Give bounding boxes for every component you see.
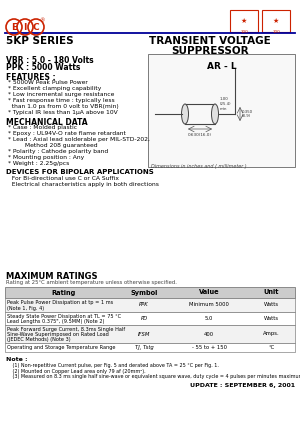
Text: Value: Value [199,289,219,295]
Text: Peak Pulse Power Dissipation at tp = 1 ms: Peak Pulse Power Dissipation at tp = 1 m… [7,300,113,305]
Text: 100: 100 [272,30,280,34]
Text: 5.0: 5.0 [205,316,213,321]
Text: Note :: Note : [6,357,28,362]
Bar [5,287,295,298]
Text: TJ, Tstg: TJ, Tstg [135,345,153,350]
Text: * Case : Molded plastic: * Case : Molded plastic [8,125,77,130]
Text: TRANSIENT VOLTAGE: TRANSIENT VOLTAGE [149,36,271,46]
Text: Watts: Watts [264,303,279,308]
Text: Unit: Unit [264,289,279,295]
Text: Dimensions in inches and ( millimeter ): Dimensions in inches and ( millimeter ) [151,164,247,169]
Text: Peak Forward Surge Current, 8.3ms Single Half: Peak Forward Surge Current, 8.3ms Single… [7,327,125,332]
Text: Rating at 25°C ambient temperature unless otherwise specified.: Rating at 25°C ambient temperature unles… [6,280,177,285]
Text: * Lead : Axial lead solderable per MIL-STD-202,: * Lead : Axial lead solderable per MIL-S… [8,137,150,142]
Bar [5,343,295,352]
Text: Electrical characteristics apply in both directions: Electrical characteristics apply in both… [8,182,159,187]
Text: FEATURES :: FEATURES : [6,73,56,82]
Text: (2) Mounted on Copper Lead area only 79 af (20mm²).: (2) Mounted on Copper Lead area only 79 … [8,368,145,374]
Text: C: C [33,23,39,31]
Text: Lead Lengths 0.375", (9.5MM) (Note 2): Lead Lengths 0.375", (9.5MM) (Note 2) [7,319,104,324]
Text: ®: ® [39,18,44,23]
Text: ★: ★ [241,18,247,24]
Text: Watts: Watts [264,316,279,321]
Text: * Fast response time : typically less: * Fast response time : typically less [8,98,115,103]
Text: MECHANICAL DATA: MECHANICAL DATA [6,118,88,127]
Text: * Typical IR less than 1μA above 10V: * Typical IR less than 1μA above 10V [8,110,118,115]
Text: 400: 400 [204,332,214,337]
Bar [5,298,295,312]
Bar [5,325,295,343]
Bar [148,54,295,167]
Text: (Note 1, Fig. 4): (Note 1, Fig. 4) [7,306,44,311]
Text: * Excellent clamping capability: * Excellent clamping capability [8,86,101,91]
Text: * Weight : 2.25g/pcs: * Weight : 2.25g/pcs [8,161,69,166]
Text: * Epoxy : UL94V-O rate flame retardant: * Epoxy : UL94V-O rate flame retardant [8,131,126,136]
Text: MAXIMUM RATINGS: MAXIMUM RATINGS [6,272,98,281]
Text: Method 208 guaranteed: Method 208 guaranteed [8,143,97,148]
Text: * 5000W Peak Pulse Power: * 5000W Peak Pulse Power [8,80,88,85]
Text: PPK : 5000 Watts: PPK : 5000 Watts [6,63,80,72]
Text: SUPPRESSOR: SUPPRESSOR [171,46,249,56]
Text: Minimum 5000: Minimum 5000 [189,303,229,308]
Text: than 1.0 ps from 0 volt to VBR(min): than 1.0 ps from 0 volt to VBR(min) [8,104,119,109]
Text: 5KP SERIES: 5KP SERIES [6,36,74,46]
Text: IFSM: IFSM [138,332,150,337]
Text: For Bi-directional use C or CA Suffix: For Bi-directional use C or CA Suffix [8,176,119,181]
Bar [262,10,290,32]
Text: Rating: Rating [52,289,76,295]
Text: * Low incremental surge resistance: * Low incremental surge resistance [8,92,114,97]
Bar [230,10,258,32]
Text: Amps.: Amps. [263,332,280,337]
Text: * Polarity : Cathode polarity band: * Polarity : Cathode polarity band [8,149,108,154]
Text: VBR : 5.0 - 180 Volts: VBR : 5.0 - 180 Volts [6,56,94,65]
Text: PPK: PPK [139,303,149,308]
Text: E: E [11,23,17,31]
Text: * Mounting position : Any: * Mounting position : Any [8,155,84,160]
Ellipse shape [182,104,188,124]
Text: ★: ★ [273,18,279,24]
Bar [185,104,215,124]
Text: DEVICES FOR BIPOLAR APPLICATIONS: DEVICES FOR BIPOLAR APPLICATIONS [6,169,154,175]
Text: UPDATE : SEPTEMBER 6, 2001: UPDATE : SEPTEMBER 6, 2001 [190,382,295,388]
Text: 100: 100 [240,30,248,34]
Text: (3) Measured on 8.3 ms single half sine-wave or equivalent square wave, duty cyc: (3) Measured on 8.3 ms single half sine-… [8,374,300,379]
Text: 0.630(16.0): 0.630(16.0) [188,133,212,137]
Ellipse shape [212,104,218,124]
Text: Operating and Storage Temperature Range: Operating and Storage Temperature Range [7,345,116,350]
Text: Sine-Wave Superimposed on Rated Load: Sine-Wave Superimposed on Rated Load [7,332,109,337]
Text: 1.00
(25.4)
min: 1.00 (25.4) min [220,97,232,110]
Text: (JEDEC Methods) (Note 3): (JEDEC Methods) (Note 3) [7,337,70,342]
Text: - 55 to + 150: - 55 to + 150 [191,345,226,350]
Text: 0.350
(8.9): 0.350 (8.9) [242,110,253,118]
Text: Symbol: Symbol [130,289,158,295]
Text: Steady State Power Dissipation at TL = 75 °C: Steady State Power Dissipation at TL = 7… [7,314,121,319]
Text: °C: °C [268,345,274,350]
Text: (1) Non-repetitive Current pulse, per Fig. 5 and derated above TA = 25 °C per Fi: (1) Non-repetitive Current pulse, per Fi… [8,363,219,368]
Text: PD: PD [140,316,148,321]
Bar [5,312,295,325]
Text: I: I [23,23,27,31]
Text: AR - L: AR - L [207,62,236,71]
